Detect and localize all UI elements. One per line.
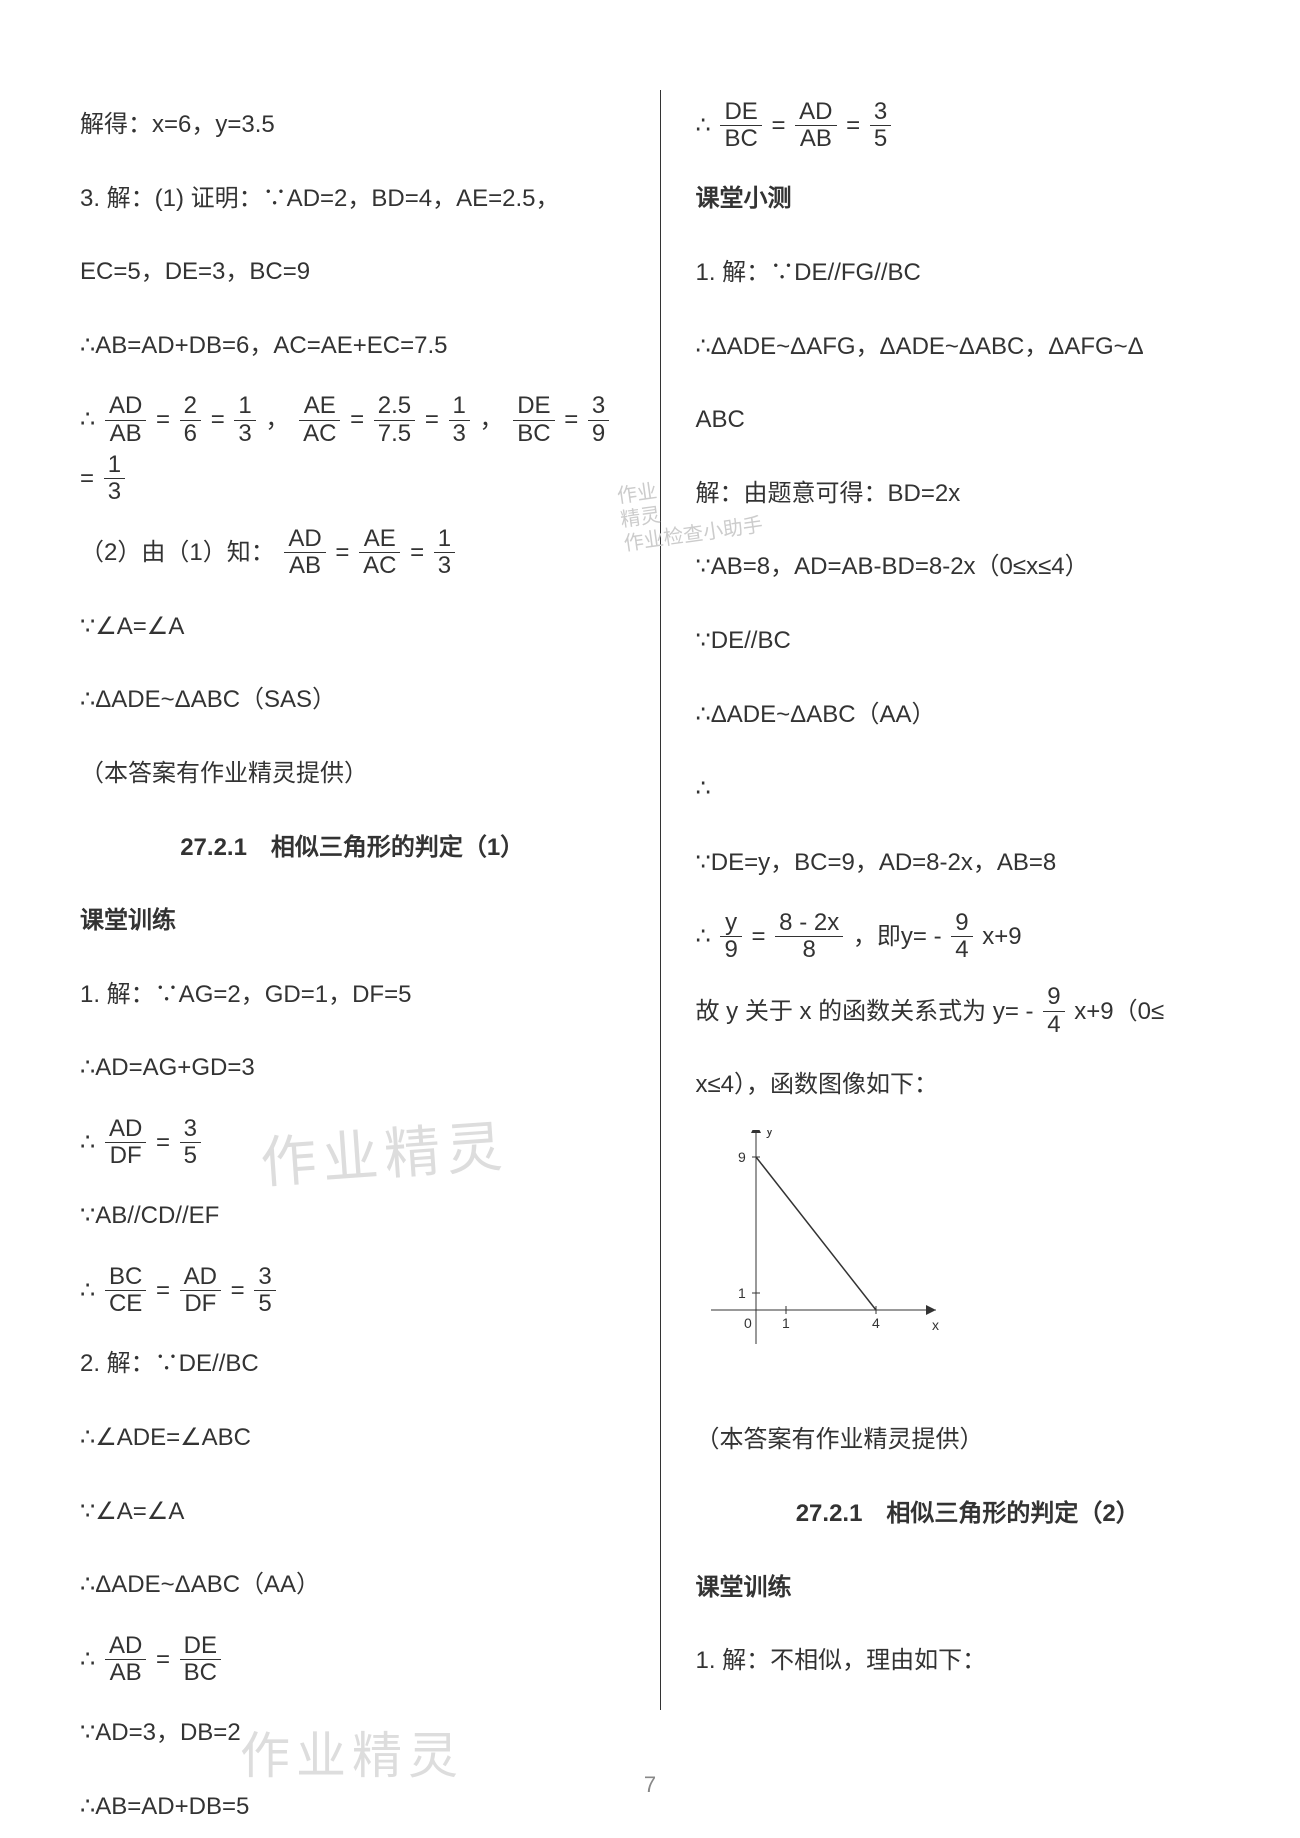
fraction: DEBC: [180, 1633, 221, 1687]
fraction: ADAB: [105, 393, 146, 447]
fraction-line: ∴: [696, 759, 1241, 817]
text-line: 2. 解：∵DE//BC: [80, 1335, 625, 1393]
text-line: 解得：x=6，y=3.5: [80, 96, 625, 154]
fraction: DEBC: [513, 393, 554, 447]
fraction: ADDF: [180, 1264, 221, 1318]
svg-text:y: y: [766, 1130, 773, 1138]
text-line: ∴AB=AD+DB=6，AC=AE+EC=7.5: [80, 317, 625, 375]
text-line: ∴ΔADE~ΔABC（AA）: [696, 686, 1241, 744]
text-line: ABC: [696, 391, 1241, 449]
fraction: 2.57.5: [374, 393, 415, 447]
fraction: ADDF: [105, 1116, 146, 1170]
text-line: 3. 解：(1) 证明：∵AD=2，BD=4，AE=2.5，: [80, 170, 625, 228]
fraction: 26: [180, 393, 201, 447]
section-heading: 27.2.1 相似三角形的判定（1）: [80, 819, 625, 877]
fraction: 13: [449, 393, 470, 447]
fraction-line: （2）由（1）知： ADAB = AEAC = 13: [80, 523, 625, 581]
fraction: ADAB: [105, 1633, 146, 1687]
text-line: ∴AD=AG+GD=3: [80, 1039, 625, 1097]
fraction: 39: [588, 393, 609, 447]
svg-text:0: 0: [744, 1315, 752, 1331]
sub-heading: 课堂训练: [696, 1559, 1241, 1617]
fraction: ADAB: [284, 526, 325, 580]
text-line: 1. 解：∵DE//FG//BC: [696, 244, 1241, 302]
fraction: ADAB: [795, 99, 836, 153]
text-line: 1. 解：∵AG=2，GD=1，DF=5: [80, 966, 625, 1024]
text-line: ∵AB//CD//EF: [80, 1187, 625, 1245]
fraction: 8 - 2x8: [775, 910, 843, 964]
sub-heading: 课堂训练: [80, 892, 625, 950]
fraction: AEAC: [359, 526, 400, 580]
text-line: ∵DE=y，BC=9，AD=8-2x，AB=8: [696, 834, 1241, 892]
text-line: （本答案有作业精灵提供）: [80, 745, 625, 803]
text-line: ∴ΔADE~ΔABC（SAS）: [80, 671, 625, 729]
section-heading: 27.2.1 相似三角形的判定（2）: [696, 1485, 1241, 1543]
text-line: ∵∠A=∠A: [80, 598, 625, 656]
text-line: EC=5，DE=3，BC=9: [80, 243, 625, 301]
right-column: ∴ DEBC = ADAB = 35 课堂小测 1. 解：∵DE//FG//BC…: [661, 80, 1241, 1760]
text-line: ∵AB=8，AD=AB-BD=8-2x（0≤x≤4）: [696, 538, 1241, 596]
fraction: DEBC: [720, 99, 761, 153]
fraction: 13: [234, 393, 255, 447]
fraction-line: ∴ BCCE = ADDF = 35: [80, 1261, 625, 1319]
text-line: ∴ΔADE~ΔAFG，ΔADE~ΔABC，ΔAFG~Δ: [696, 318, 1241, 376]
text-line: ∴∠ADE=∠ABC: [80, 1409, 625, 1467]
function-graph: 0 1 4 1 9 x y: [696, 1130, 1241, 1382]
fraction: 13: [104, 452, 125, 506]
graph-svg: 0 1 4 1 9 x y: [696, 1130, 956, 1360]
fraction: 35: [254, 1264, 275, 1318]
fraction-line: 故 y 关于 x 的函数关系式为 y= - 94 x+9（0≤: [696, 982, 1241, 1040]
fraction-line: ∴ ADAB = 26 = 13 ， AEAC = 2.57.5 = 13 ， …: [80, 390, 625, 507]
svg-text:x: x: [932, 1317, 939, 1333]
fraction: 35: [180, 1116, 201, 1170]
lead: ∴: [80, 391, 95, 449]
text-line: ∵AD=3，DB=2: [80, 1704, 625, 1762]
fraction-line: ∴ ADAB = DEBC: [80, 1630, 625, 1688]
fraction-line: ∴ DEBC = ADAB = 35: [696, 96, 1241, 154]
fraction: AEAC: [299, 393, 340, 447]
svg-text:1: 1: [782, 1315, 790, 1331]
text-line: ∵∠A=∠A: [80, 1483, 625, 1541]
svg-text:9: 9: [738, 1149, 746, 1165]
page: 解得：x=6，y=3.5 3. 解：(1) 证明：∵AD=2，BD=4，AE=2…: [0, 0, 1300, 1838]
fraction: 13: [434, 526, 455, 580]
fraction-line: ∴ y9 = 8 - 2x8 ，即y= - 94 x+9: [696, 907, 1241, 965]
svg-text:4: 4: [872, 1315, 880, 1331]
two-column-layout: 解得：x=6，y=3.5 3. 解：(1) 证明：∵AD=2，BD=4，AE=2…: [80, 80, 1240, 1760]
page-number: 7: [0, 1772, 1300, 1798]
left-column: 解得：x=6，y=3.5 3. 解：(1) 证明：∵AD=2，BD=4，AE=2…: [80, 80, 660, 1760]
fraction: 35: [870, 99, 891, 153]
text-line: ∵DE//BC: [696, 612, 1241, 670]
text-line: x≤4），函数图像如下：: [696, 1056, 1241, 1114]
text-line: ∴ΔADE~ΔABC（AA）: [80, 1556, 625, 1614]
sub-heading: 课堂小测: [696, 170, 1241, 228]
svg-text:1: 1: [738, 1285, 746, 1301]
fraction: y9: [720, 910, 741, 964]
fraction: 94: [951, 910, 972, 964]
text-line: （本答案有作业精灵提供）: [696, 1411, 1241, 1469]
text-line: 解：由题意可得：BD=2x: [696, 465, 1241, 523]
text-line: 1. 解：不相似，理由如下：: [696, 1632, 1241, 1690]
fraction: BCCE: [105, 1264, 146, 1318]
fraction-line: ∴ ADDF = 35: [80, 1113, 625, 1171]
fraction: 94: [1043, 984, 1064, 1038]
